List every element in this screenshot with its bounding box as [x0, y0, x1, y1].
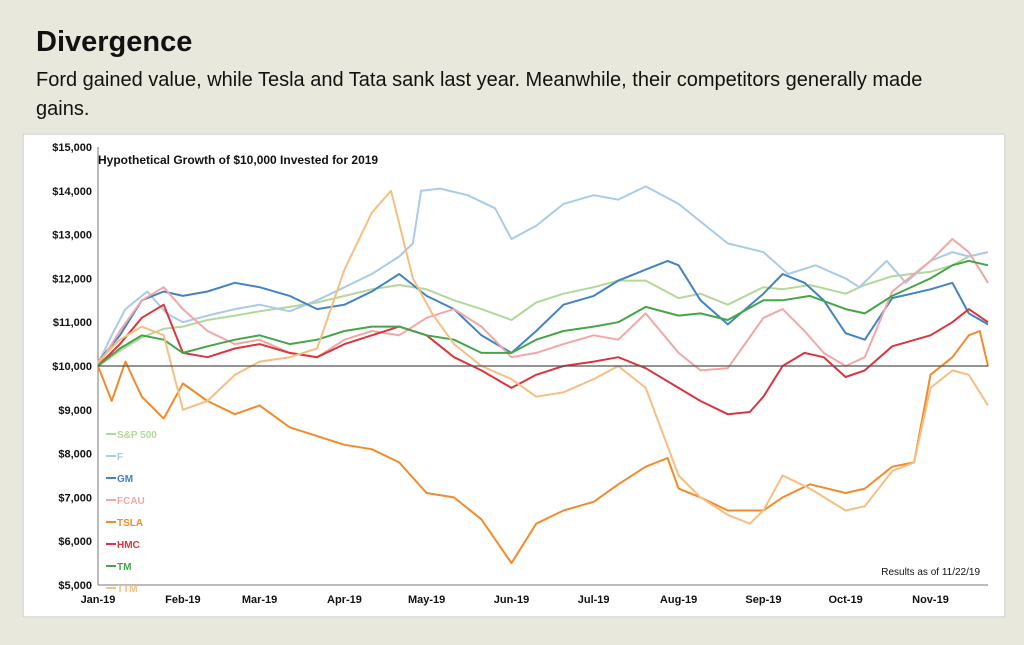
x-tick-label: May-19: [408, 594, 445, 606]
x-tick-label: Jul-19: [578, 594, 610, 606]
y-tick-label: $7,000: [58, 492, 92, 504]
y-tick-label: $11,000: [53, 317, 92, 329]
series-line-tsla: [97, 330, 989, 565]
series-line-gm: [97, 259, 989, 363]
y-tick-label: $10,000: [52, 361, 92, 373]
legend-label: HMC: [117, 540, 140, 551]
y-tick-label: $15,000: [52, 142, 92, 154]
series-lines: [97, 185, 989, 565]
x-tick-label: Mar-19: [242, 594, 277, 606]
series-line-ttm: [97, 189, 989, 525]
y-tick-label: $5,000: [58, 580, 92, 592]
y-axis: $5,000 $6,000 $7,000 $8,000 $9,000 $10,000 $11…: [52, 142, 99, 592]
x-tick-label: Aug-19: [660, 594, 697, 606]
series-line-s-p-500: [97, 251, 989, 367]
series-line-fcau: [97, 238, 989, 372]
legend-label: TTM: [117, 584, 138, 595]
x-tick-label: Oct-19: [828, 594, 862, 606]
legend-label: F: [117, 452, 123, 463]
series-line-tm: [97, 259, 989, 367]
chart-panel: $5,000 $6,000 $7,000 $8,000 $9,000 $10,000 $11…: [22, 133, 1006, 618]
y-tick-label: $14,000: [52, 186, 92, 198]
y-tick-label: $9,000: [58, 405, 92, 417]
x-tick-label: Feb-19: [165, 594, 200, 606]
legend-label: FCAU: [117, 496, 145, 507]
subheadline: Ford gained value, while Tesla and Tata …: [36, 69, 923, 120]
chart-title: Hypothetical Growth of $10,000 Invested …: [98, 153, 378, 167]
y-tick-label: $6,000: [58, 536, 92, 548]
line-chart: $5,000 $6,000 $7,000 $8,000 $9,000 $10,000 $11…: [22, 133, 1006, 618]
chart-border: [22, 133, 1006, 618]
x-axis: Jan-19 Feb-19 Mar-19 Apr-19 May-19 Jun-19 Jul-…: [81, 584, 988, 606]
legend-label: S&P 500: [117, 430, 157, 441]
x-tick-label: Nov-19: [912, 594, 949, 606]
series-line-f: [97, 185, 989, 365]
x-tick-label: Jun-19: [494, 594, 529, 606]
legend-label: GM: [117, 474, 133, 485]
legend-label: TSLA: [117, 518, 143, 529]
x-tick-label: Jan-19: [81, 594, 116, 606]
y-tick-label: $12,000: [52, 273, 92, 285]
y-tick-label: $8,000: [58, 449, 92, 461]
legend-label: TM: [117, 562, 131, 573]
legend: S&P 500 F GM FCAU TSLA HMC TM TTM: [106, 430, 157, 595]
x-tick-label: Apr-19: [327, 594, 362, 606]
results-date-annotation: Results as of 11/22/19: [881, 567, 980, 578]
x-tick-label: Sep-19: [745, 594, 781, 606]
headline: Divergence: [36, 26, 193, 58]
y-tick-label: $13,000: [52, 230, 92, 242]
